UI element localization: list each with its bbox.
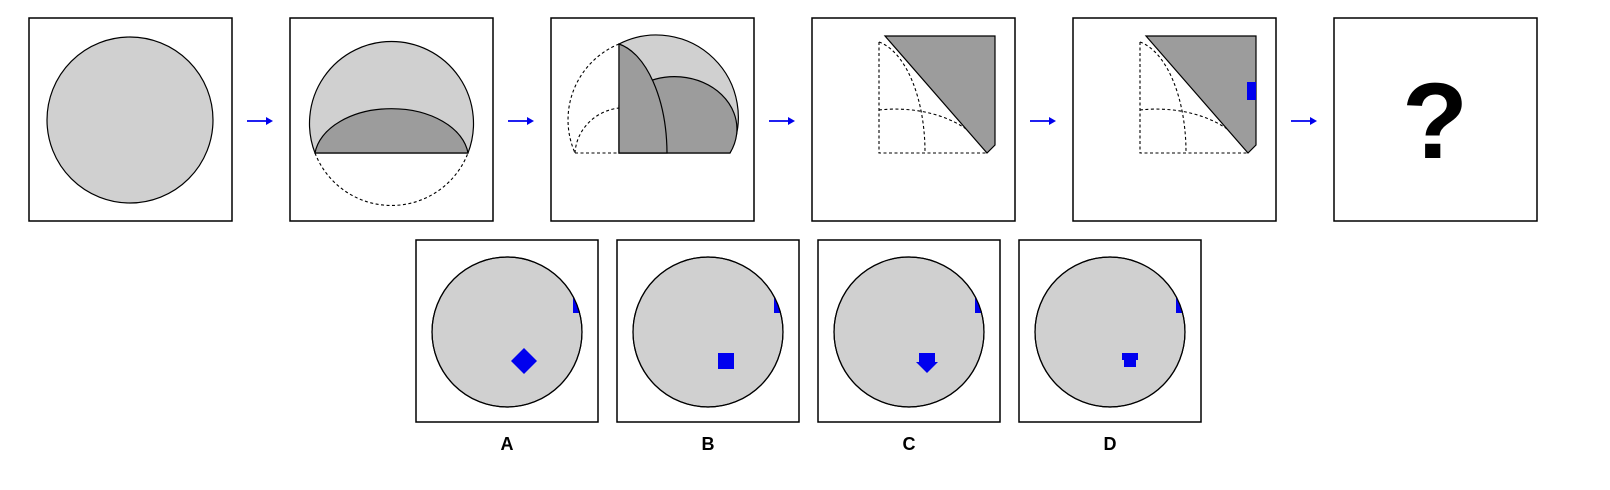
option-a-label: A [501,434,514,454]
option-a[interactable]: A [415,239,599,454]
step-1-panel [28,17,233,222]
paper-circle [431,256,583,408]
option-b-label: B [702,434,715,454]
fold-outline-inner [574,107,620,154]
fold-outline-square [878,42,987,154]
paper-circle [46,36,214,204]
option-d-label: D [1104,434,1117,454]
arrow-hole-mark [916,353,938,373]
paper-circle [833,256,985,408]
question-mark: ? [1402,60,1468,181]
option-c-label: C [903,434,916,454]
fold-outline-square [1139,42,1248,154]
question-panel: ? [1333,17,1538,222]
arrow-1 [247,117,273,125]
fold-arc-vertical [878,41,926,154]
option-b[interactable]: B [616,239,800,454]
step-5-panel [1072,17,1277,222]
folded-flap [314,108,469,154]
paper-circle [1034,256,1186,408]
step-2-panel [289,17,494,222]
fold-arc-vertical [1139,41,1187,154]
folded-triangle [1144,35,1257,154]
option-d[interactable]: D [1018,239,1202,454]
paper-outline [431,256,583,408]
fold-outline-left [567,43,620,154]
step-3-panel [550,17,755,222]
folded-triangle [883,35,996,154]
paper-circle [632,256,784,408]
option-c[interactable]: C [817,239,1001,454]
arrow-4 [1030,117,1056,125]
question-frame [1333,17,1538,222]
paper-outline [632,256,784,408]
step-4-panel [811,17,1016,222]
paper-outline [833,256,985,408]
paper-outline [1034,256,1186,408]
arrow-2 [508,117,534,125]
fold-line-bottom [314,152,469,206]
folded-flap-left [618,43,668,154]
notched-hole-mark [1122,353,1138,367]
square-hole-mark [718,353,734,369]
diamond-hole-mark [511,348,537,374]
arrow-3 [769,117,795,125]
arrow-5 [1291,117,1317,125]
punched-hole-mark [1247,82,1256,100]
